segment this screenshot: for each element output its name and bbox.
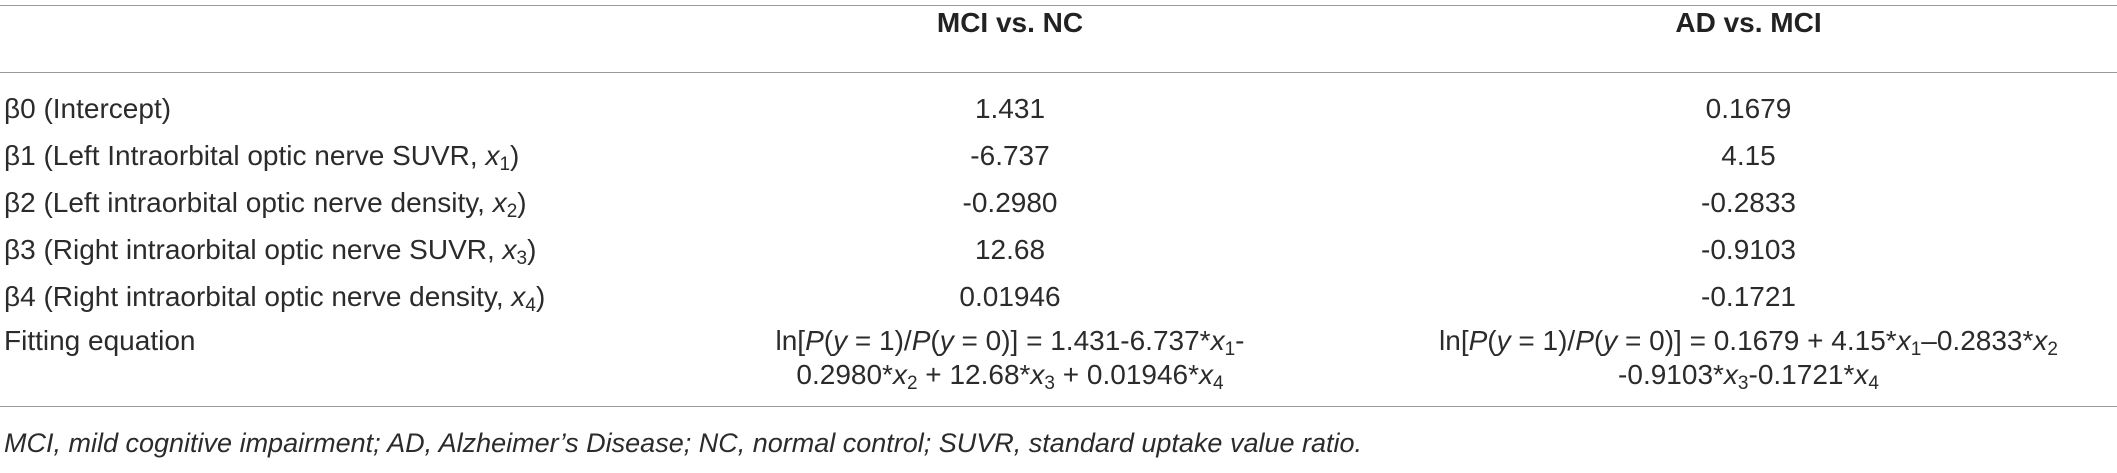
header-ad-vs-mci: AD vs. MCI [1380,5,2117,73]
header-empty [0,5,640,73]
ad-mci-value: 4.15 [1721,139,1776,171]
table-row: β0 (Intercept) 1.431 0.1679 [0,73,2117,133]
mci-nc-value: 1.431 [974,92,1046,124]
ad-mci-value: -0.2833 [1701,186,1796,218]
header-mci-vs-nc: MCI vs. NC [640,5,1380,73]
row-label: Fitting equation [0,320,640,407]
ad-mci-value: -0.9103 [1701,233,1796,265]
ad-mci-value: 0.1679 [1705,92,1792,124]
table-header-row: MCI vs. NC AD vs. MCI [0,5,2117,73]
mci-nc-equation: ln[P(y = 1)/P(y = 0)] = 1.431-6.737*x1- … [640,320,1380,407]
table-footnote: MCI, mild cognitive impairment; AD, Alzh… [4,428,1363,458]
table-row: β3 (Right intraorbital optic nerve SUVR,… [0,226,2117,273]
row-label: β0 (Intercept) [4,92,172,124]
row-label: β1 (Left Intraorbital optic nerve SUVR, … [4,139,520,175]
table-row: β4 (Right intraorbital optic nerve densi… [0,273,2117,320]
table-row: β2 (Left intraorbital optic nerve densit… [0,179,2117,226]
ad-mci-equation: ln[P(y = 1)/P(y = 0)] = 0.1679 + 4.15*x1… [1380,320,2117,407]
regression-table: MCI vs. NC AD vs. MCI β0 (Intercept) 1.4… [0,5,2117,407]
equation-line: ln[P(y = 1)/P(y = 0)] = 1.431-6.737*x1- [775,325,1245,360]
mci-nc-value: 0.01946 [959,280,1061,312]
mci-nc-value: -0.2980 [962,186,1058,218]
row-label: β2 (Left intraorbital optic nerve densit… [4,186,527,222]
equation-line: -0.9103*x3-0.1721*x4 [1618,359,1879,394]
equation-line: ln[P(y = 1)/P(y = 0)] = 0.1679 + 4.15*x1… [1439,325,2058,360]
table-row: β1 (Left Intraorbital optic nerve SUVR, … [0,132,2117,179]
ad-mci-value: -0.1721 [1701,280,1796,312]
row-label: β4 (Right intraorbital optic nerve densi… [4,280,546,316]
equation-line: 0.2980*x2 + 12.68*x3 + 0.01946*x4 [796,359,1224,394]
mci-nc-value: -6.737 [970,139,1050,171]
row-label: β3 (Right intraorbital optic nerve SUVR,… [4,233,537,269]
mci-nc-value: 12.68 [974,233,1046,265]
table-row-fitting-equation: Fitting equation ln[P(y = 1)/P(y = 0)] =… [0,320,2117,407]
